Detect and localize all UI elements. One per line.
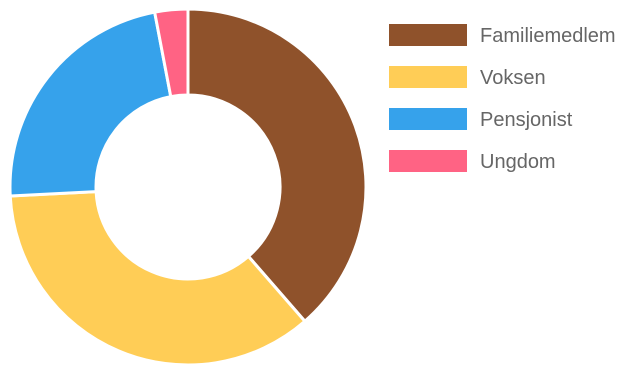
legend-label: Familiemedlem [480, 25, 616, 47]
legend-label: Voksen [480, 67, 546, 89]
slice-voksen[interactable] [8, 190, 307, 367]
slice-ungdom[interactable] [153, 7, 190, 99]
legend-swatch [389, 108, 467, 130]
legend: Familiemedlem Voksen Pensjonist Ungdom [389, 24, 616, 173]
legend-item-ungdom[interactable]: Ungdom [389, 150, 556, 173]
legend-swatch [389, 66, 467, 88]
slice-familiemedlem[interactable] [186, 7, 368, 323]
legend-label: Ungdom [480, 151, 556, 173]
legend-swatch [389, 24, 467, 46]
doughnut-slices [8, 7, 368, 367]
legend-swatch [389, 150, 467, 172]
slice-pensjonist[interactable] [8, 10, 173, 198]
legend-item-familiemedlem[interactable]: Familiemedlem [389, 24, 616, 47]
legend-item-pensjonist[interactable]: Pensjonist [389, 108, 573, 131]
legend-label: Pensjonist [480, 109, 573, 131]
legend-item-voksen[interactable]: Voksen [389, 66, 546, 89]
